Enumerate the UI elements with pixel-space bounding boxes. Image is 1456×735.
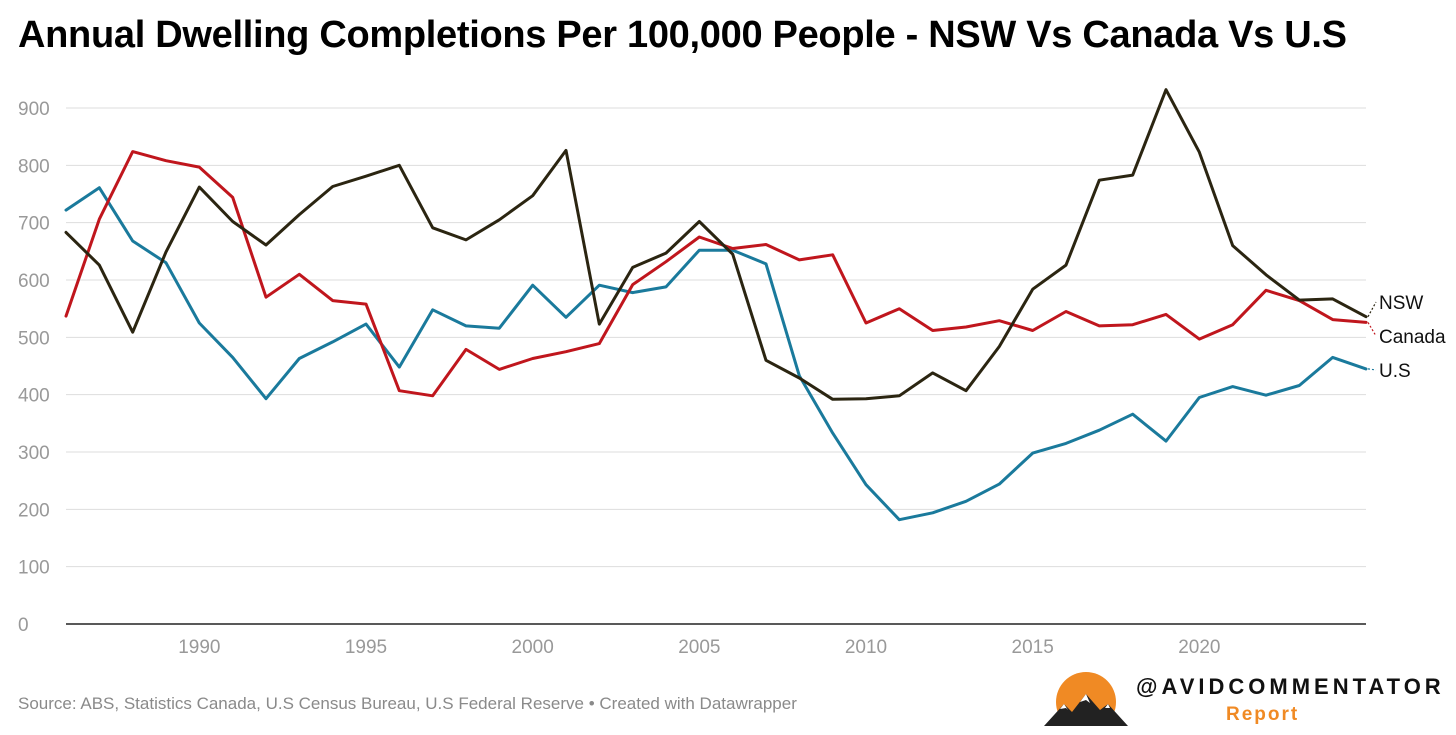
chart-title: Annual Dwelling Completions Per 100,000 … (18, 14, 1347, 56)
y-tick-label: 900 (18, 99, 50, 120)
series-label: Canada (1379, 327, 1446, 348)
label-leader-line (1367, 368, 1377, 371)
y-tick-label: 700 (18, 214, 50, 235)
x-tick-label: 2000 (512, 637, 554, 658)
series-label: NSW (1379, 293, 1423, 314)
x-tick-label: 1990 (178, 637, 220, 658)
x-tick-label: 1995 (345, 637, 387, 658)
y-tick-label: 500 (18, 328, 50, 349)
brand-handle: @AVIDCOMMENTATOR (1136, 674, 1445, 699)
series-line-nsw (64, 88, 1368, 401)
y-tick-label: 200 (18, 500, 50, 521)
y-tick-label: 0 (18, 615, 29, 636)
x-tick-label: 2010 (845, 637, 887, 658)
series-label: U.S (1379, 361, 1411, 382)
brand-tagline: Report (1226, 704, 1300, 725)
label-leader-line (1367, 322, 1377, 337)
series-line-us (64, 186, 1368, 522)
brand-logo: @AVIDCOMMENTATOR Report (1040, 668, 1441, 730)
y-tick-label: 100 (18, 558, 50, 579)
y-tick-label: 400 (18, 386, 50, 407)
y-tick-label: 600 (18, 271, 50, 292)
x-tick-label: 2020 (1178, 637, 1220, 658)
y-tick-label: 800 (18, 156, 50, 177)
series-line-canada (64, 150, 1368, 398)
x-tick-label: 2015 (1012, 637, 1054, 658)
source-note: Source: ABS, Statistics Canada, U.S Cens… (18, 694, 797, 713)
y-tick-label: 300 (18, 443, 50, 464)
label-leader-line (1367, 301, 1377, 317)
x-tick-label: 2005 (678, 637, 720, 658)
mountain-sunrise-logo-icon (1040, 672, 1132, 730)
